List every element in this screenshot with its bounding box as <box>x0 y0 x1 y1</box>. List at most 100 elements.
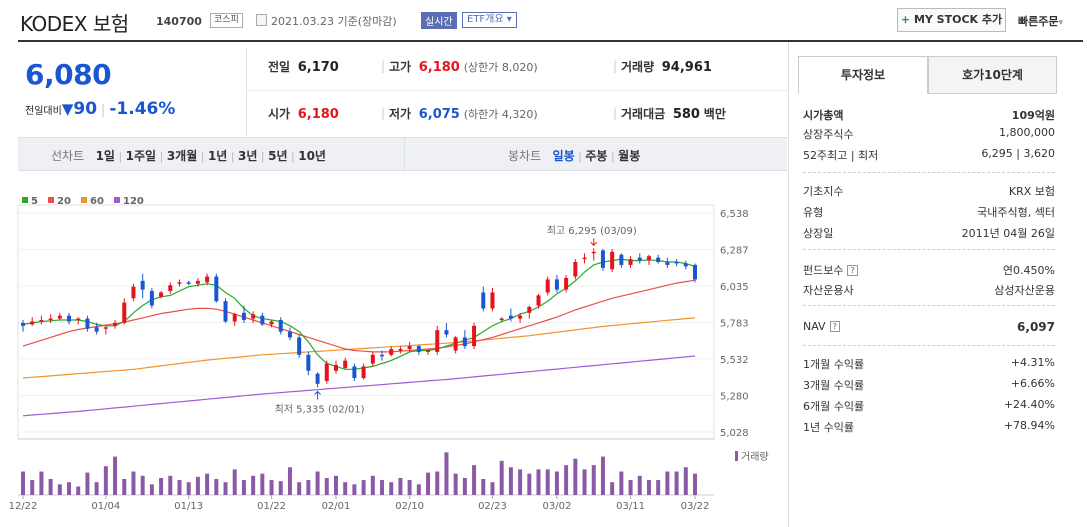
index-row: 기초지수 KRX 보험 <box>803 183 1055 201</box>
candle-body <box>426 350 431 352</box>
volume-bar <box>232 469 237 495</box>
type-value: 국내주식형, 섹터 <box>977 206 1055 219</box>
help-icon[interactable]: ? <box>829 321 840 332</box>
volume-bar <box>269 480 274 495</box>
shares-label: 상장주식수 <box>803 128 854 141</box>
candle-body <box>518 315 523 319</box>
candle-body <box>637 257 642 261</box>
candle-body <box>472 325 477 347</box>
tab-invest-info[interactable]: 투자정보 <box>798 56 928 94</box>
shares-row: 상장주식수 1,800,000 <box>803 126 1055 144</box>
chart-legend: 5 20 60 120 <box>22 196 144 207</box>
price-chart[interactable]: 5 20 60 120 거래량 6,538 6,287 6,035 5,783 5,532 5,… <box>0 185 790 527</box>
range52-label: 52주최고 | 최저 <box>803 149 879 162</box>
volume-bar <box>573 458 578 495</box>
volume-bar <box>251 475 256 495</box>
separator: | <box>381 59 386 73</box>
legend-label: 120 <box>123 196 144 207</box>
help-icon[interactable]: ? <box>847 265 858 276</box>
candle-body <box>131 286 136 299</box>
volume-bar <box>499 460 504 495</box>
chevron-down-icon: ▾ <box>1058 18 1064 28</box>
etf-overview-button[interactable]: ETF개요 ▾ <box>462 12 517 28</box>
y-tick-label: 6,538 <box>720 209 749 220</box>
y-axis-labels: 6,538 6,287 6,035 5,783 5,532 5,280 5,028 <box>720 209 749 439</box>
candle-body <box>600 250 605 268</box>
volume-bar <box>619 471 624 495</box>
amount-value: 580 <box>672 107 700 122</box>
low-arrow-icon <box>314 390 321 400</box>
volume-bar <box>481 479 486 495</box>
tab-order-book[interactable]: 호가10단계 <box>928 56 1057 94</box>
period-3m[interactable]: 3개월 <box>166 149 198 163</box>
index-label: 기초지수 <box>803 185 844 198</box>
volume-bar <box>57 484 62 495</box>
period-5y[interactable]: 5년 <box>268 149 288 163</box>
period-daily[interactable]: 일봉 <box>552 149 575 163</box>
shares-value: 1,800,000 <box>999 126 1055 139</box>
return-row: 1개월 수익률 +4.31% <box>803 356 1055 374</box>
x-tick-label: 12/22 <box>9 501 38 512</box>
realtime-badge[interactable]: 실시간 <box>421 12 457 29</box>
prev-close-label: 전일 <box>268 60 291 74</box>
candle-body <box>361 366 366 379</box>
period-1d[interactable]: 1일 <box>95 149 115 163</box>
candle-body <box>554 279 559 290</box>
return-row: 1년 수익률 +78.94% <box>803 419 1055 437</box>
high-arrow-icon <box>590 238 598 246</box>
volume-bar <box>554 471 559 495</box>
volume-bar <box>306 480 311 495</box>
period-3y[interactable]: 3년 <box>238 149 258 163</box>
upper-limit: (상한가 8,020) <box>463 61 538 74</box>
volume-bar <box>94 482 99 495</box>
volume-bar <box>287 467 292 495</box>
x-tick-label: 02/10 <box>395 501 424 512</box>
x-tick-label: 03/22 <box>681 501 710 512</box>
volume-bar <box>103 466 108 495</box>
line-chart-label: 선차트 <box>51 149 85 163</box>
quick-order-button[interactable]: 빠른주문▾ <box>1018 13 1063 29</box>
market-cap-label: 시가총액 <box>803 109 844 122</box>
index-value: KRX 보험 <box>1008 185 1055 198</box>
candle-body <box>168 285 173 292</box>
quick-order-label: 빠른주문 <box>1018 15 1059 28</box>
amount-label: 거래대금 <box>621 107 666 121</box>
volume-bar <box>177 480 182 495</box>
candle-chart-label: 봉차트 <box>508 149 542 163</box>
high-value: 6,180 <box>418 60 460 75</box>
candle-body <box>122 302 127 323</box>
return-label: 3개월 수익률 <box>803 379 865 392</box>
period-weekly[interactable]: 주봉 <box>585 149 608 163</box>
x-tick-label: 03/02 <box>543 501 572 512</box>
period-1w[interactable]: 1주일 <box>125 149 157 163</box>
y-tick-label: 5,028 <box>720 428 749 439</box>
period-1y[interactable]: 1년 <box>207 149 228 163</box>
volume-bar <box>646 480 651 495</box>
add-mystock-button[interactable]: + MY STOCK 추가 <box>897 8 1006 32</box>
listed-label: 상장일 <box>803 227 834 240</box>
candle-body <box>416 346 421 352</box>
volume-bar <box>131 471 136 495</box>
volume-bar <box>21 471 25 495</box>
legend-label: 5 <box>31 196 38 207</box>
candle-body <box>508 315 513 319</box>
volume-bar <box>628 480 633 495</box>
high-label: 고가 <box>389 60 412 74</box>
market-cap-row: 시가총액 109억원 <box>803 107 1055 125</box>
volume-bar <box>278 481 283 495</box>
volume-bar <box>122 479 127 495</box>
volume-bar <box>564 465 569 495</box>
add-mystock-label: MY STOCK 추가 <box>913 13 1003 26</box>
volume-bar <box>186 482 191 495</box>
candle-body <box>582 257 587 260</box>
volume-bar <box>683 467 688 495</box>
return-value: +24.40% <box>1003 398 1055 411</box>
candle-body <box>232 314 237 322</box>
period-monthly[interactable]: 월봉 <box>618 149 641 163</box>
manager-value: 삼성자산운용 <box>994 284 1055 297</box>
candle-body <box>39 320 44 322</box>
period-10y[interactable]: 10년 <box>298 149 326 163</box>
calendar-icon <box>256 14 267 26</box>
divider <box>803 345 1055 346</box>
candle-body <box>352 366 357 379</box>
